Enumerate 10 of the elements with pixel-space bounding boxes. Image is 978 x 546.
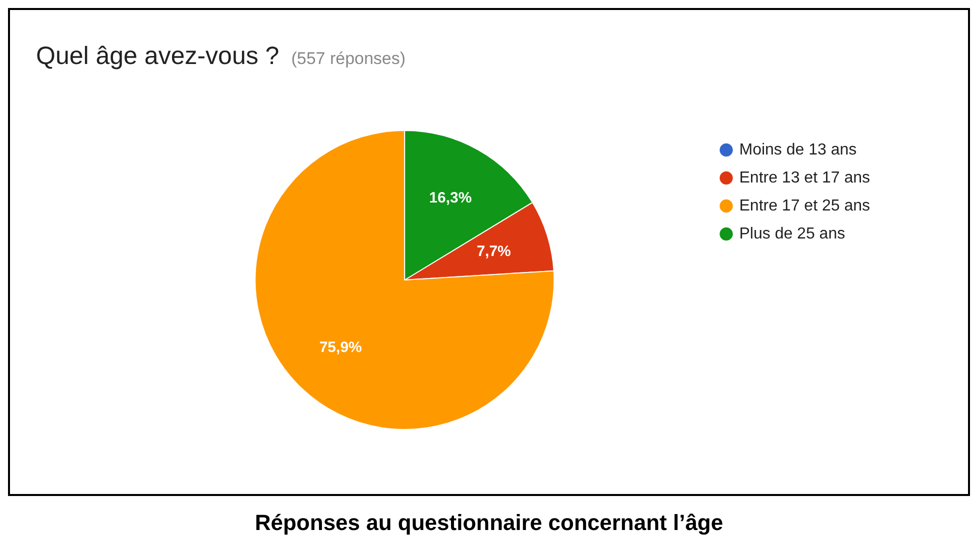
legend-label: Entre 17 et 25 ans: [739, 197, 870, 214]
chart-subtitle: (557 réponses): [291, 49, 406, 68]
data-label: 7,7%: [476, 243, 511, 260]
data-label: 16,3%: [429, 190, 472, 207]
text: Réponses au questionnaire concernant l’âge: [254, 510, 724, 536]
legend-label: Moins de 13 ans: [739, 141, 857, 158]
legend-label: Plus de 25 ans: [739, 225, 846, 242]
chart-title: Quel âge avez-vous ?: [36, 42, 280, 70]
legend-label: Entre 13 et 17 ans: [739, 169, 870, 186]
data-label: 75,9%: [319, 339, 362, 356]
